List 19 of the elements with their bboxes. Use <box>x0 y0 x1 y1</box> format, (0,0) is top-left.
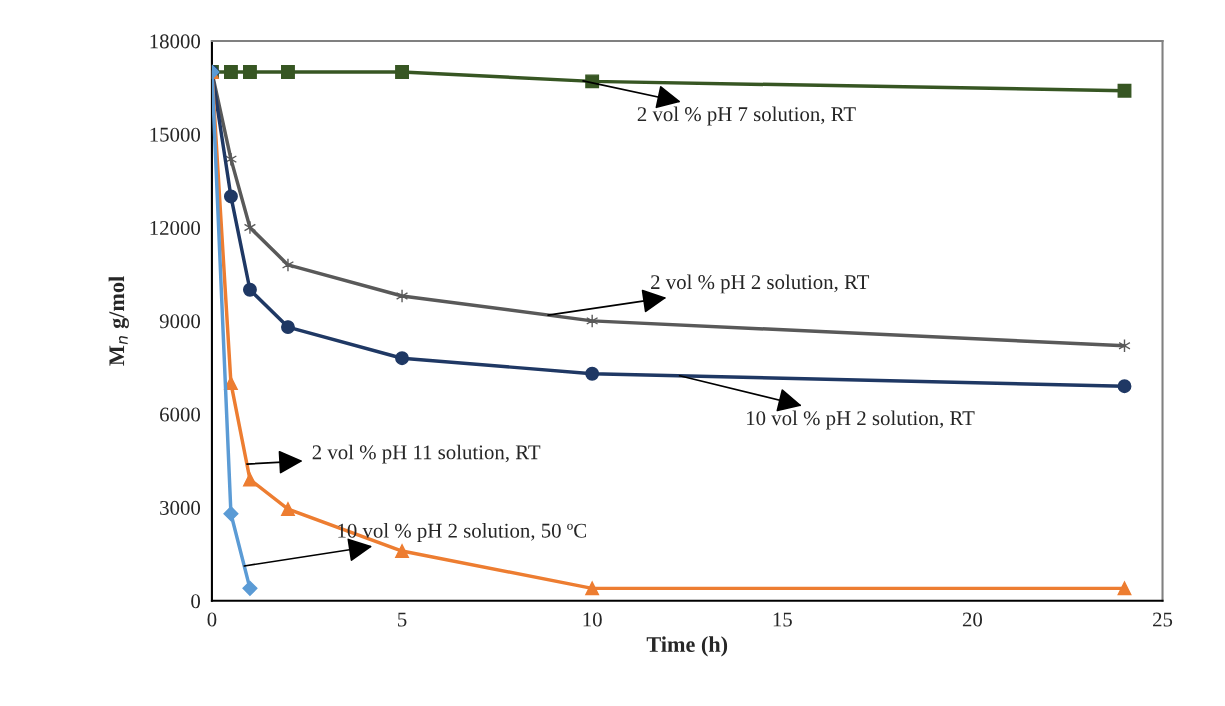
x-tick-label: 10 <box>583 612 602 627</box>
x-tick-label: 5 <box>398 612 407 627</box>
text: 2 vol % pH 11 solution, RT <box>312 444 541 464</box>
y-tick-label: 0 <box>191 594 201 609</box>
series-label: 10 vol % pH 2 solution, RT <box>747 410 975 430</box>
y-tick-label: 18000 <box>150 34 201 49</box>
x-axis-title: Time (h) <box>646 636 728 657</box>
x-tick-label: 0 <box>207 612 217 627</box>
series-label: 2 vol % pH 7 solution, RT <box>637 106 856 126</box>
x-tick-label: 25 <box>1153 612 1173 627</box>
x-tick-label: 15 <box>773 612 792 627</box>
y-tick-label: 6000 <box>160 407 201 422</box>
y-tick-label: 15000 <box>150 127 201 142</box>
y-tick-label: 3000 <box>160 500 201 515</box>
y-tick-label: 12000 <box>150 220 201 235</box>
x-tick-label: 20 <box>962 612 983 627</box>
series-label: 2 vol % pH 2 solution, RT <box>651 274 870 294</box>
y-tick-label: 9000 <box>159 314 201 329</box>
y-axis-title: M$_{n}$ g/mol <box>108 276 129 366</box>
